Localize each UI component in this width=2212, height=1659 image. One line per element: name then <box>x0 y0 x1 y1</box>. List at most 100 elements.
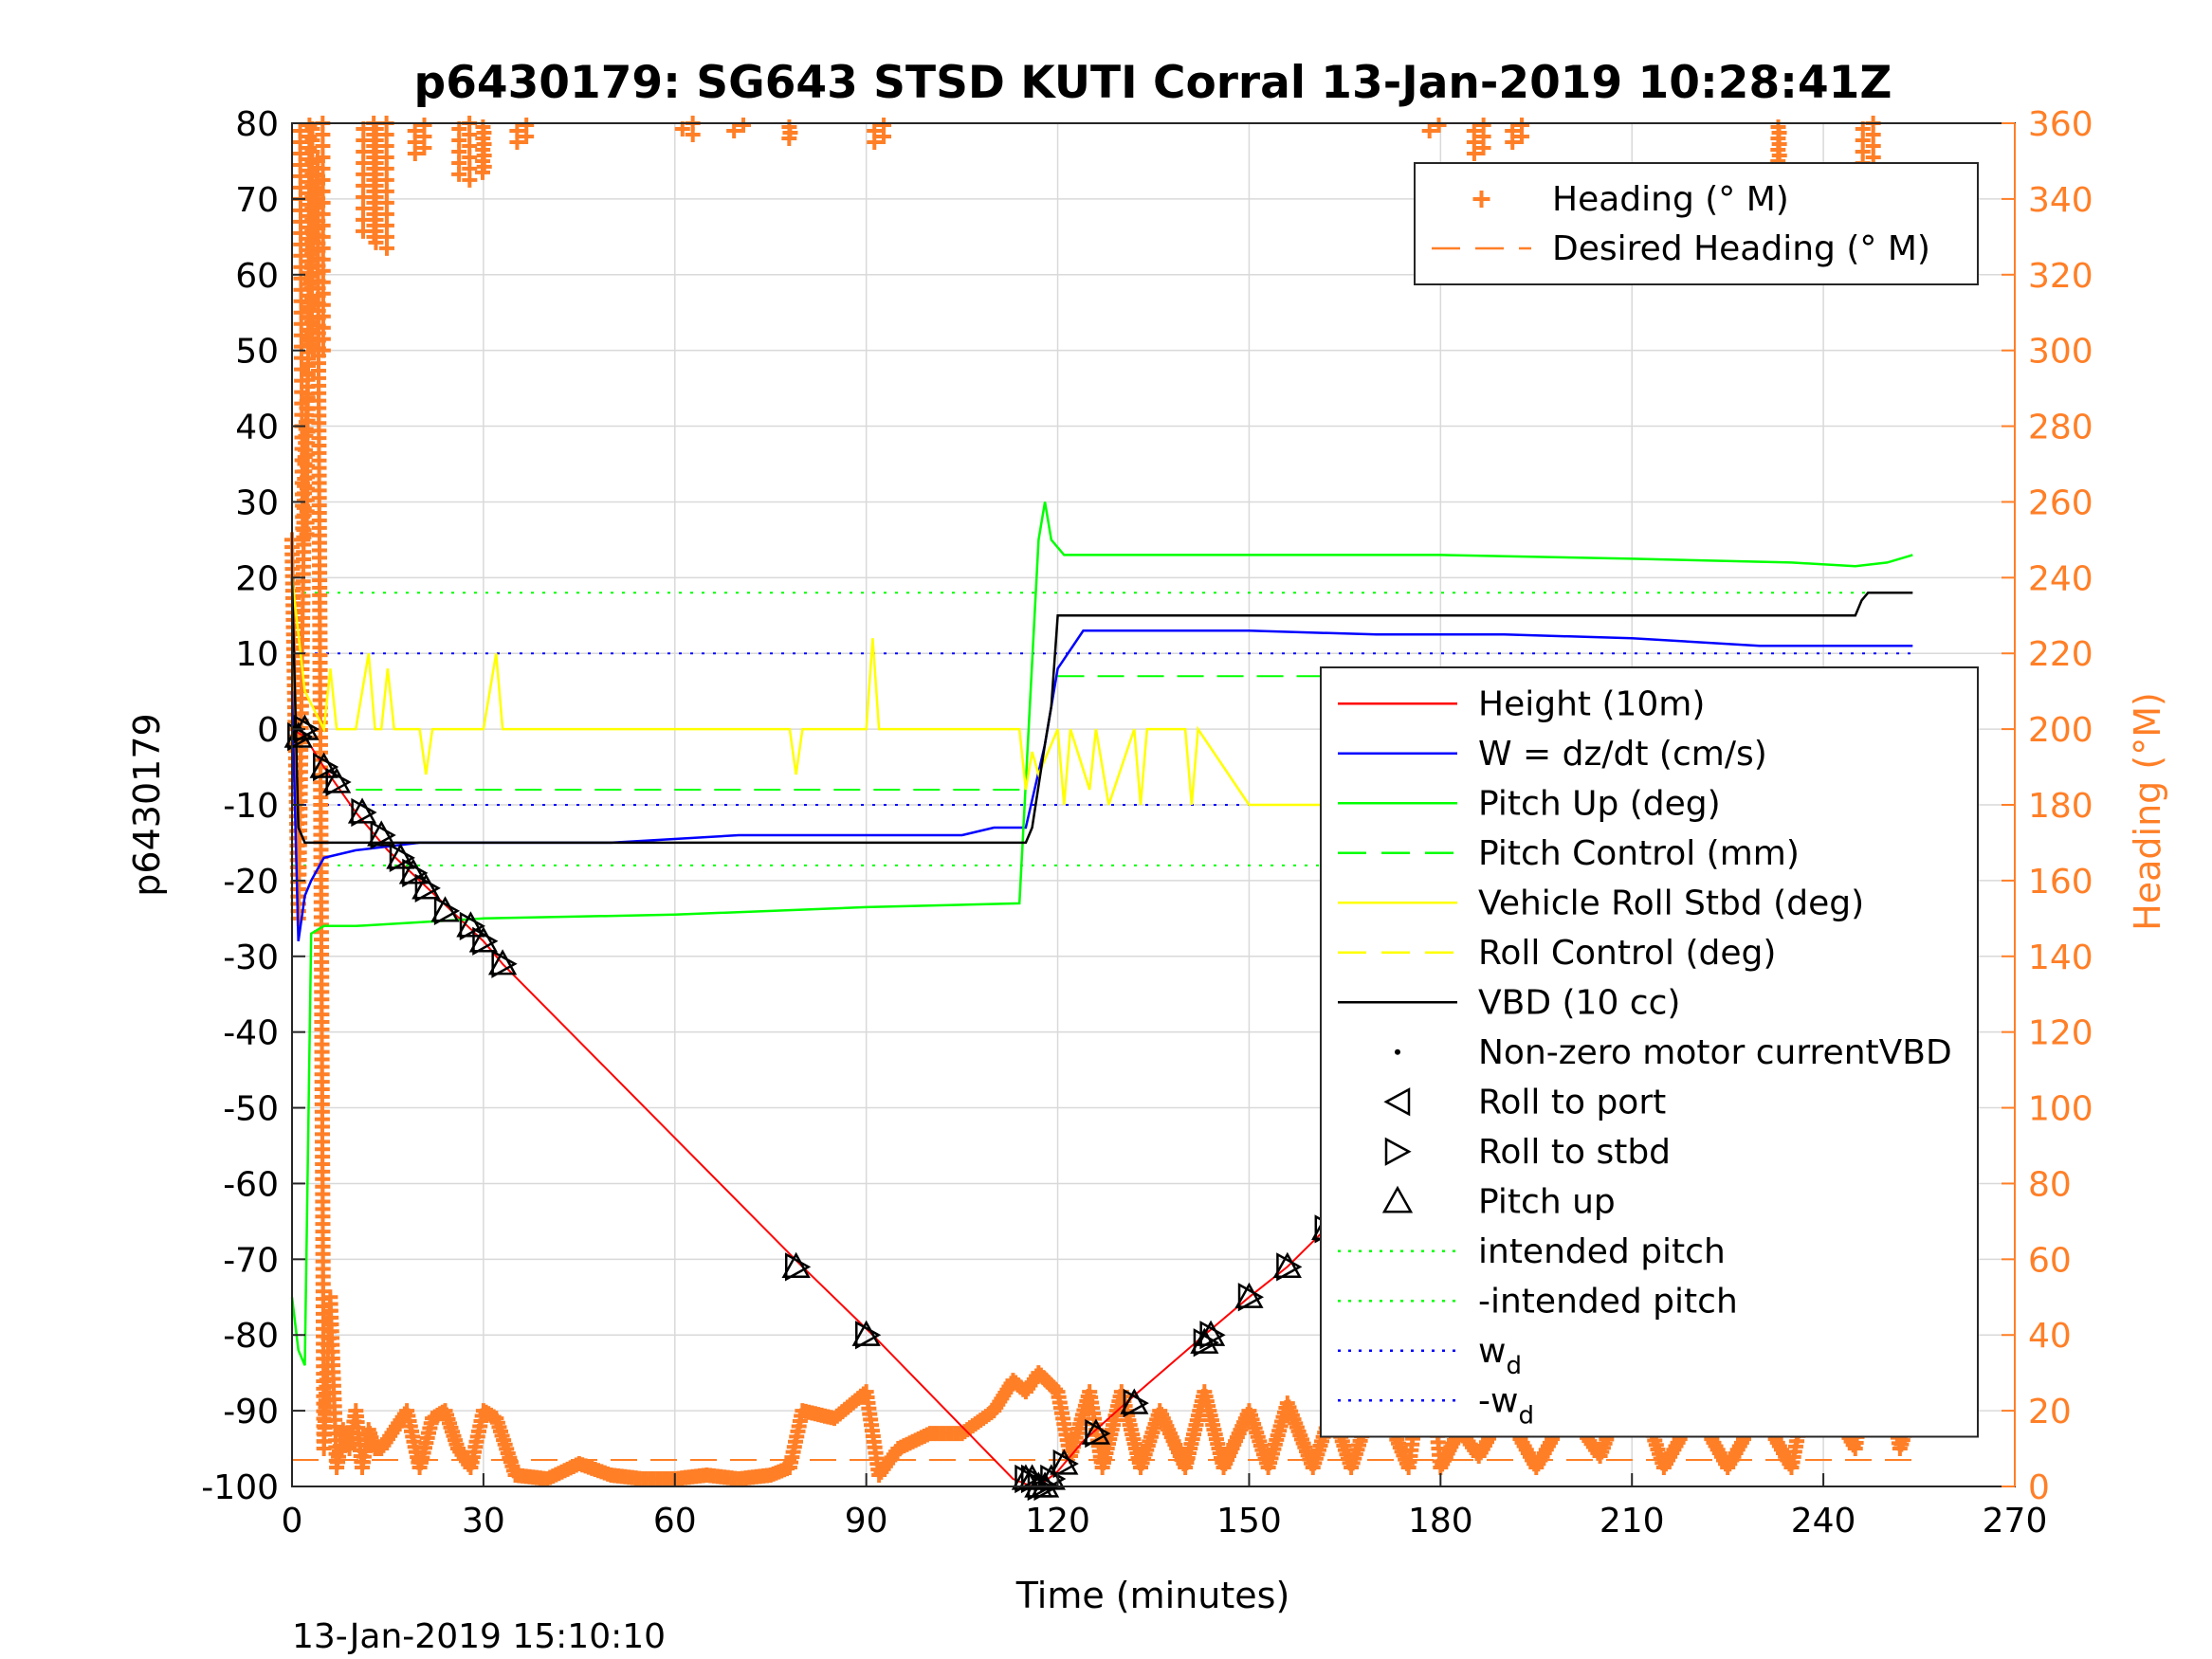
legend-label: W = dz/dt (cm/s) <box>1478 735 1767 774</box>
x-tick-label: 60 <box>653 1502 697 1540</box>
y-tick-label: 0 <box>257 711 279 750</box>
roll-to-stbd-marker <box>1015 1464 1041 1494</box>
heading-top-point <box>1431 117 1447 133</box>
heading-point <box>1048 1381 1064 1397</box>
roll-to-stbd-marker <box>370 820 396 850</box>
legend-heading: Heading (° M) Desired Heading (° M) <box>1414 162 1979 285</box>
roll-to-stbd-marker <box>1237 1283 1265 1312</box>
pitch-up-marker <box>487 949 518 975</box>
y-right-tick-label: 220 <box>2028 635 2093 674</box>
roll-to-stbd-marker <box>459 911 486 940</box>
legend-label: Desired Heading (° M) <box>1552 229 1930 268</box>
roll-to-stbd-marker <box>389 843 415 873</box>
y-tick-label: 30 <box>235 483 279 522</box>
x-tick-label: 90 <box>845 1502 888 1540</box>
pitch-up-marker <box>321 767 352 793</box>
y-right-tick-label: 140 <box>2028 939 2093 977</box>
y-right-tick-label: 200 <box>2028 711 2093 750</box>
pitch-up-marker <box>398 858 428 884</box>
x-axis: 0 30 60 90 120 150 180 210 240 270 <box>282 1473 2047 1540</box>
roll-to-stbd-marker <box>784 1252 812 1282</box>
y-right-tick-label: 340 <box>2028 181 2093 220</box>
pitch-up-marker <box>1050 1449 1079 1475</box>
heading-top-point <box>876 117 892 133</box>
legend-swatch <box>1384 1137 1412 1166</box>
y-right-tick-label: 20 <box>2028 1393 2072 1431</box>
y-tick-label: -40 <box>223 1014 279 1053</box>
y-tick-label: 10 <box>235 635 279 674</box>
heading-top-point <box>726 122 742 138</box>
legend-label: Non-zero motor currentVBD <box>1478 1033 1952 1072</box>
heading-top-point <box>867 122 883 138</box>
y-right-tick-label: 0 <box>2028 1468 2050 1507</box>
legend-swatch <box>1395 1048 1400 1055</box>
y-right-tick-label: 260 <box>2028 483 2093 522</box>
pitch-up-marker <box>456 911 485 938</box>
y-axis-left: 80 70 60 50 40 30 20 10 0 -10 -20 -30 -40 -50 -60 -70 -8… <box>201 105 305 1507</box>
legend-label: Pitch Control (mm) <box>1478 834 1800 873</box>
y-tick-label: -90 <box>223 1393 279 1431</box>
y-tick-label: 60 <box>235 257 279 296</box>
y-tick-label: -70 <box>223 1241 279 1280</box>
y-right-tick-label: 60 <box>2028 1241 2072 1280</box>
series-line <box>290 629 1913 941</box>
pitch-up-marker <box>1081 1418 1111 1445</box>
pitch-up-marker <box>1017 1464 1047 1490</box>
y-tick-label: 50 <box>235 333 279 372</box>
y-tick-label: -100 <box>201 1468 279 1507</box>
legend-label: Pitch up <box>1478 1182 1616 1221</box>
y-axis-right: 3603403203002802602402202001801601401201… <box>2002 105 2093 1507</box>
chart-title: p6430179: SG643 STSD KUTI Corral 13-Jan-… <box>414 57 1892 109</box>
legend-label: Roll to stbd <box>1478 1133 1671 1172</box>
y-tick-label: 40 <box>235 409 279 447</box>
legend-label: Vehicle Roll Stbd (deg) <box>1478 884 1864 922</box>
heading-top-point <box>1514 117 1530 133</box>
roll-to-stbd-marker <box>402 858 429 888</box>
x-tick-label: 210 <box>1600 1502 1665 1540</box>
y-right-tick-label: 160 <box>2028 863 2093 902</box>
roll-to-stbd-marker <box>491 949 518 978</box>
y-tick-label: -50 <box>223 1090 279 1129</box>
pitch-up-marker <box>309 752 338 778</box>
x-tick-label: 150 <box>1216 1502 1282 1540</box>
y-right-tick-label: 180 <box>2028 787 2093 826</box>
y-right-tick-label: 240 <box>2028 559 2093 598</box>
heading-top-point <box>1505 122 1521 138</box>
pitch-up-marker <box>1272 1251 1302 1278</box>
legend-label: Pitch Up (deg) <box>1478 784 1721 823</box>
heading-top-point <box>475 118 491 135</box>
pitch-up-marker <box>430 896 460 922</box>
heading-top-point <box>1475 117 1491 133</box>
series-line <box>290 577 1913 845</box>
x-tick-label: 180 <box>1408 1502 1473 1540</box>
y-axis-label: p6430179 <box>126 713 168 896</box>
x-tick-label: 30 <box>462 1502 505 1540</box>
roll-to-stbd-marker <box>855 1321 882 1350</box>
heading-top-point <box>407 122 423 138</box>
legend-main-box <box>1320 666 1979 1438</box>
pitch-up-marker <box>1196 1320 1226 1346</box>
heading-top-point <box>416 117 432 133</box>
y-tick-label: -80 <box>223 1317 279 1356</box>
roll-to-stbd-marker <box>1052 1449 1079 1479</box>
y-tick-label: -60 <box>223 1165 279 1204</box>
y-tick-label: -20 <box>223 863 279 902</box>
pitch-up-marker <box>367 820 396 847</box>
roll-to-stbd-marker <box>287 721 314 752</box>
y-right-tick-label: 280 <box>2028 409 2093 447</box>
footer-timestamp: 13-Jan-2019 15:10:10 <box>292 1617 666 1656</box>
pitch-up-marker <box>468 926 499 953</box>
legend-label: Roll to port <box>1478 1083 1666 1121</box>
y-axis-right-label: Heading (°M) <box>2127 692 2168 931</box>
y-right-tick-label: 320 <box>2028 257 2093 296</box>
roll-to-stbd-marker <box>1193 1328 1219 1358</box>
legend-label: Heading (° M) <box>1552 180 1789 219</box>
legend-heading-box <box>1414 162 1979 285</box>
x-tick-label: 120 <box>1025 1502 1090 1540</box>
pitch-up-marker <box>851 1320 881 1346</box>
y-right-tick-label: 100 <box>2028 1090 2093 1129</box>
y-tick-label: -30 <box>223 939 279 977</box>
roll-to-stbd-marker <box>312 752 339 782</box>
roll-to-stbd-marker <box>1276 1252 1303 1282</box>
